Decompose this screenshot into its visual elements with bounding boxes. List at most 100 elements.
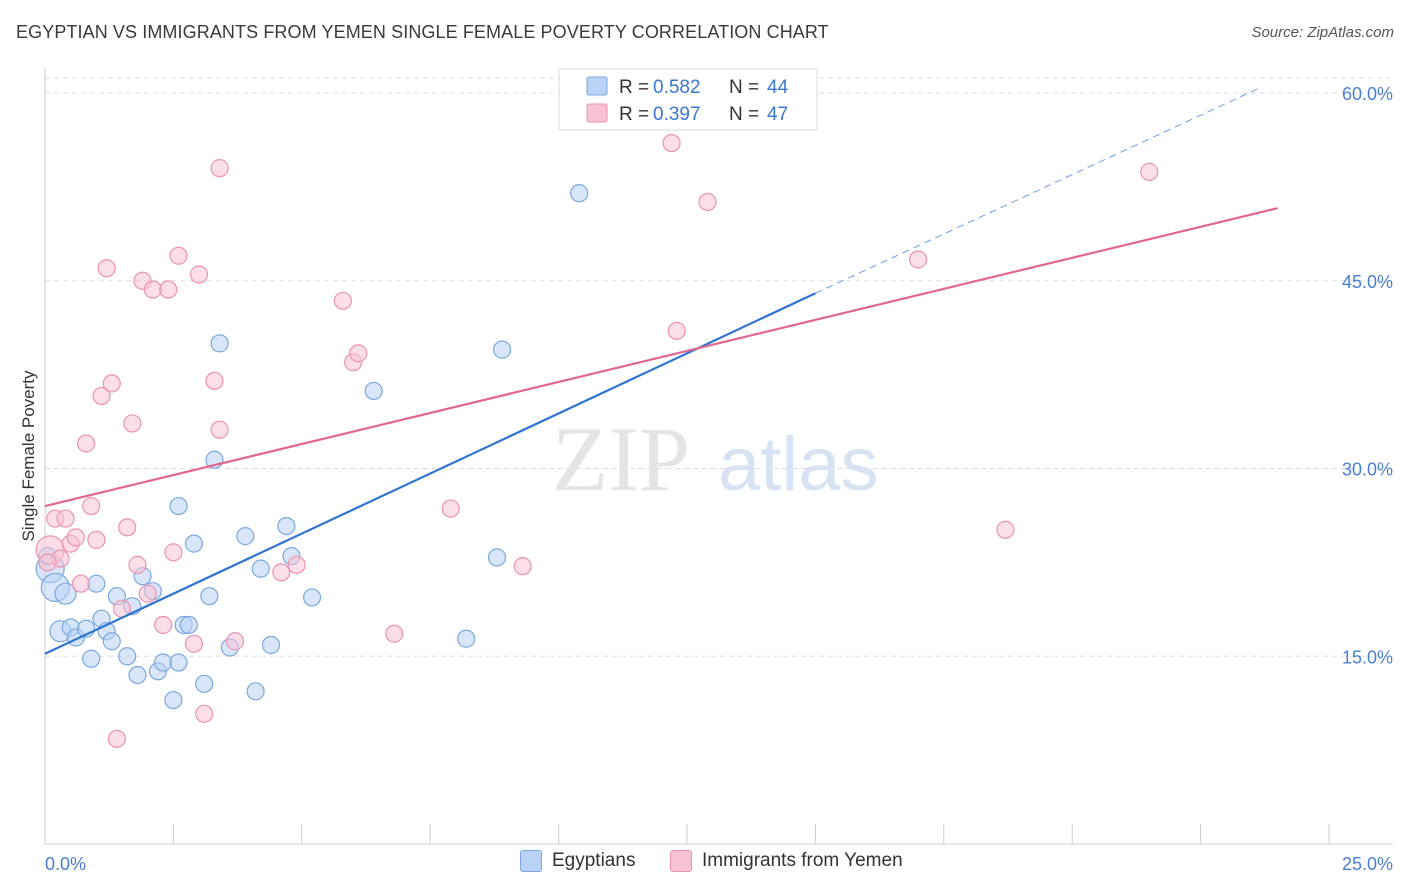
yemen-point (996, 520, 1015, 539)
data-points (35, 133, 1159, 748)
egyptians-point (128, 665, 147, 685)
yemen-point (333, 291, 352, 310)
yemen-point (272, 563, 291, 582)
yemen-point (159, 280, 178, 299)
legend-r-value: 0.582 (653, 77, 701, 98)
yemen-point (76, 434, 96, 453)
yemen-point (38, 553, 57, 572)
legend-bottom: Egyptians Immigrants from Yemen (0, 850, 1406, 880)
yemen-point (154, 615, 173, 635)
tick-labels: 15.0% 30.0% 45.0% 60.0% 0.0% 25.0% (45, 84, 1393, 874)
egyptians-point (302, 588, 322, 607)
egyptians-point (87, 574, 106, 593)
yemen-point (195, 704, 214, 723)
yemen-point (102, 374, 121, 393)
legend-r-value: 0.397 (653, 104, 701, 125)
egyptians-trend-line (44, 292, 816, 655)
yemen-trend-line (44, 207, 1278, 508)
egyptians-point (154, 653, 173, 672)
axes (44, 68, 1393, 845)
yemen-point (97, 259, 116, 278)
y-tick-label: 60.0% (1342, 84, 1393, 104)
watermark-zip: ZIP (552, 408, 690, 510)
yemen-point (225, 632, 245, 651)
yemen-point (56, 509, 75, 528)
legend-label-egyptians: Egyptians (552, 850, 636, 871)
yemen-point (287, 555, 306, 574)
egyptians-point (118, 647, 137, 666)
legend-item-egyptians: Egyptians (520, 850, 635, 872)
egyptians-point (457, 629, 476, 648)
legend-swatch-yemen (670, 850, 692, 872)
egyptians-point (493, 340, 512, 359)
yemen-point (909, 250, 928, 269)
egyptians-point (54, 582, 77, 605)
egyptians-point (184, 534, 204, 553)
egyptians-point (82, 649, 101, 668)
chart-title: EGYPTIAN VS IMMIGRANTS FROM YEMEN SINGLE… (16, 22, 829, 42)
egyptians-point (251, 559, 270, 578)
egyptians-point (570, 184, 589, 203)
grid-lines (45, 77, 1393, 657)
yemen-point (92, 386, 111, 406)
yemen-point (349, 344, 368, 363)
yemen-point (698, 192, 717, 212)
yemen-point (128, 555, 147, 574)
yemen-point (667, 321, 686, 340)
legend-n-value: 44 (767, 77, 789, 98)
y-axis-label: Single Female Poverty (19, 370, 38, 542)
yemen-point (189, 265, 209, 284)
egyptians-point (246, 682, 265, 701)
x-tick-label: 0.0% (45, 854, 86, 874)
legend-swatch-yemen (586, 103, 608, 123)
yemen-point (164, 543, 183, 562)
egyptians-point (200, 587, 219, 606)
yemen-point (107, 729, 127, 748)
yemen-point (169, 246, 188, 265)
y-tick-label: 15.0% (1342, 647, 1393, 667)
yemen-point (662, 133, 681, 153)
yemen-point (441, 499, 460, 518)
y-tick-label: 45.0% (1342, 272, 1393, 292)
egyptians-point (169, 496, 188, 516)
yemen-point (205, 371, 224, 391)
egyptians-trend-extension (815, 86, 1263, 294)
legend-top: R = 0.582 N = 44 R = 0.397 N = 47 (558, 68, 818, 131)
watermark: ZIP atlas (552, 408, 879, 510)
legend-item-yemen: Immigrants from Yemen (670, 850, 903, 872)
trend-lines (44, 86, 1278, 655)
legend-r-label: R = (619, 104, 654, 125)
egyptians-point (195, 674, 214, 693)
yemen-point (385, 624, 404, 643)
yemen-point (87, 530, 106, 549)
egyptians-point (210, 334, 229, 353)
egyptians-point (169, 653, 188, 672)
egyptians-point (164, 690, 183, 710)
legend-label-yemen: Immigrants from Yemen (702, 850, 903, 871)
egyptians-point (179, 615, 198, 635)
yemen-point (513, 557, 532, 576)
yemen-point (210, 420, 229, 439)
legend-r-label: R = (619, 77, 654, 98)
legend-n-label: N = (729, 77, 764, 98)
x-tick-label: 25.0% (1342, 854, 1393, 874)
yemen-point (71, 574, 91, 593)
egyptians-point (236, 527, 255, 546)
yemen-point (210, 159, 229, 178)
watermark-atlas: atlas (718, 422, 879, 507)
yemen-point (66, 528, 85, 547)
yemen-point (138, 584, 157, 603)
egyptians-point (102, 632, 121, 651)
legend-n-value: 47 (767, 104, 788, 125)
egyptians-point (487, 548, 507, 567)
yemen-point (1140, 162, 1159, 181)
yemen-point (82, 496, 101, 516)
y-tick-label: 30.0% (1342, 460, 1393, 480)
yemen-point (184, 634, 204, 653)
legend-swatch-egyptians (520, 850, 542, 872)
egyptians-point (261, 635, 281, 655)
yemen-point (143, 280, 162, 299)
egyptians-point (277, 516, 296, 536)
egyptians-point (364, 381, 383, 401)
